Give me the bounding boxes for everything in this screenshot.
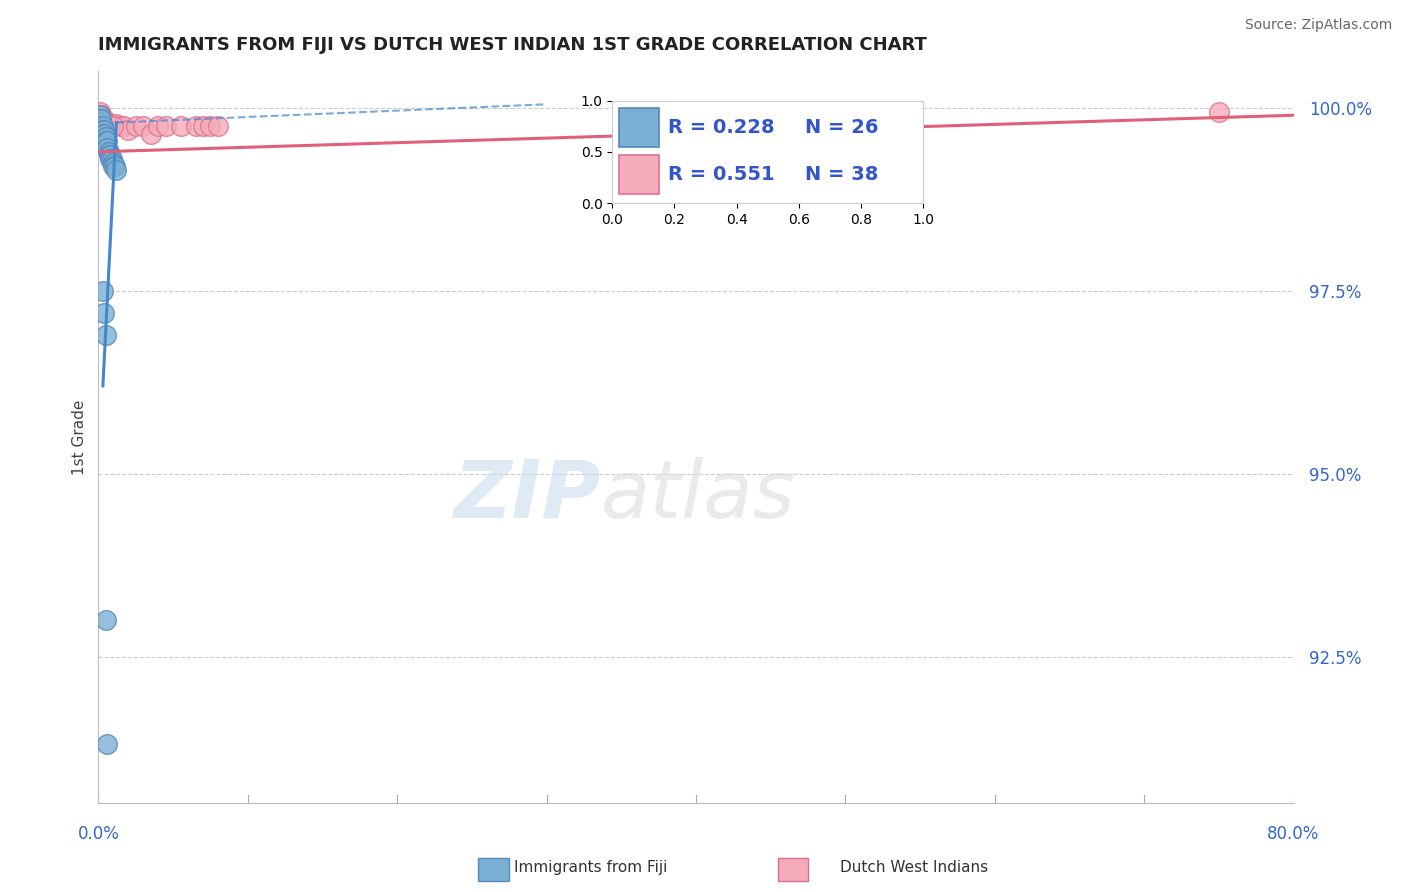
Point — [97, 145, 120, 159]
Point — [91, 284, 114, 298]
Point — [125, 119, 148, 133]
Point — [89, 112, 111, 126]
Point — [101, 119, 124, 133]
Point — [90, 112, 112, 126]
Point — [91, 112, 114, 126]
Point — [96, 737, 118, 751]
Point — [139, 127, 162, 141]
Point — [155, 119, 177, 133]
Point — [91, 114, 114, 128]
Y-axis label: 1st Grade: 1st Grade — [72, 400, 87, 475]
Point — [103, 119, 125, 133]
Point — [91, 127, 114, 141]
Point — [93, 115, 115, 129]
Point — [91, 115, 114, 129]
Point — [110, 119, 132, 133]
Point — [89, 108, 111, 122]
Point — [91, 123, 114, 137]
FancyBboxPatch shape — [619, 108, 659, 146]
Point — [207, 119, 229, 133]
Point — [94, 613, 117, 627]
Point — [98, 119, 122, 133]
Point — [132, 119, 155, 133]
Point — [184, 119, 207, 133]
Point — [91, 115, 114, 129]
Text: 80.0%: 80.0% — [1267, 825, 1320, 843]
Point — [1208, 104, 1230, 119]
Text: Immigrants from Fiji: Immigrants from Fiji — [513, 860, 668, 874]
Text: R = 0.228: R = 0.228 — [668, 118, 775, 136]
Point — [90, 108, 112, 122]
FancyBboxPatch shape — [619, 155, 659, 194]
Point — [117, 123, 139, 137]
Text: Source: ZipAtlas.com: Source: ZipAtlas.com — [1244, 18, 1392, 32]
Point — [105, 117, 128, 131]
Point — [98, 148, 122, 162]
Point — [97, 119, 120, 133]
Point — [93, 112, 115, 126]
Point — [105, 163, 128, 178]
Point — [104, 160, 127, 174]
Point — [96, 141, 118, 155]
Text: IMMIGRANTS FROM FIJI VS DUTCH WEST INDIAN 1ST GRADE CORRELATION CHART: IMMIGRANTS FROM FIJI VS DUTCH WEST INDIA… — [98, 36, 928, 54]
Point — [96, 117, 118, 131]
Point — [94, 115, 117, 129]
Point — [96, 119, 118, 133]
Point — [94, 119, 117, 133]
Text: N = 26: N = 26 — [806, 118, 879, 136]
Point — [94, 134, 117, 148]
Text: Dutch West Indians: Dutch West Indians — [839, 860, 988, 874]
Point — [93, 306, 115, 320]
Point — [169, 119, 191, 133]
Point — [191, 119, 214, 133]
Point — [103, 155, 125, 169]
Point — [89, 108, 111, 122]
Point — [93, 123, 115, 137]
Point — [104, 119, 127, 133]
Point — [90, 112, 112, 126]
Text: N = 38: N = 38 — [806, 165, 879, 184]
Point — [94, 115, 117, 129]
Point — [96, 134, 118, 148]
Point — [94, 130, 117, 145]
Point — [148, 119, 170, 133]
Text: atlas: atlas — [600, 457, 796, 534]
Point — [93, 127, 115, 141]
Point — [200, 119, 222, 133]
Point — [93, 119, 115, 133]
Text: ZIP: ZIP — [453, 457, 600, 534]
Point — [89, 104, 111, 119]
Point — [103, 160, 125, 174]
Point — [97, 148, 120, 162]
Text: 0.0%: 0.0% — [77, 825, 120, 843]
Point — [101, 152, 124, 166]
Point — [112, 119, 135, 133]
Text: R = 0.551: R = 0.551 — [668, 165, 775, 184]
Point — [94, 327, 117, 342]
Point — [103, 119, 125, 133]
Point — [91, 119, 114, 133]
Point — [98, 152, 122, 166]
Point — [98, 117, 122, 131]
